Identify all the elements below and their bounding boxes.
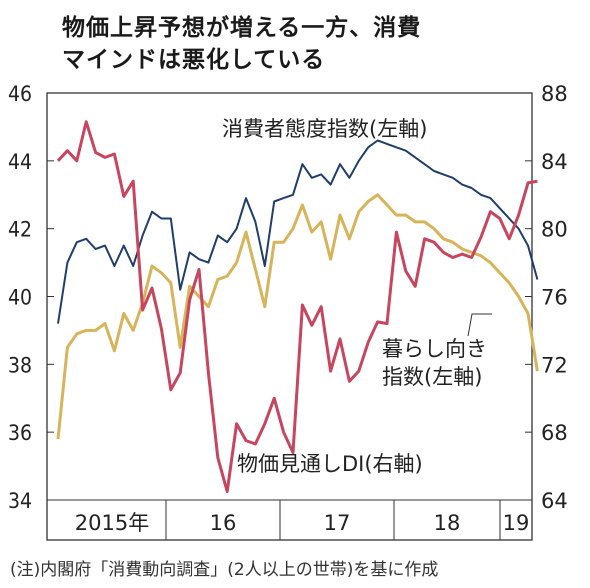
series-label-livelihood: 暮らし向き bbox=[382, 337, 487, 361]
series-label-price-di: 物価見通しDI(右軸) bbox=[237, 452, 423, 476]
x-axis-label: 16 bbox=[210, 511, 237, 535]
right-axis-tick-label: 88 bbox=[541, 82, 568, 106]
right-axis-tick-label: 68 bbox=[541, 421, 568, 445]
left-axis-tick-label: 38 bbox=[8, 353, 32, 377]
right-axis-tick-label: 76 bbox=[541, 286, 568, 310]
right-axis-tick-label: 80 bbox=[541, 218, 568, 242]
left-axis-tick-label: 36 bbox=[8, 421, 32, 445]
series-label-consumer-confidence: 消費者態度指数(左軸) bbox=[222, 117, 427, 141]
x-axis-label: 17 bbox=[324, 511, 351, 535]
right-axis-tick-label: 64 bbox=[541, 489, 568, 513]
right-axis-tick-label: 84 bbox=[541, 150, 568, 174]
series-label-livelihood: 指数(左軸) bbox=[382, 365, 482, 389]
left-axis-tick-label: 40 bbox=[8, 286, 32, 310]
line-chart: 34 36 38 40 42 44 46 64 68 72 76 80 84 88 2015年 16 17 18 1… bbox=[8, 82, 568, 541]
series-livelihood-line bbox=[56, 193, 539, 440]
chart-title-line1: 物価上昇予想が増える一方、消費 bbox=[62, 15, 422, 41]
left-axis-tick-label: 42 bbox=[8, 218, 32, 242]
chart-title-line2: マインドは悪化している bbox=[62, 47, 326, 73]
livelihood-label-leader bbox=[467, 313, 492, 337]
series-price-di-line bbox=[56, 120, 538, 493]
source-note: (注)内閣府「消費動向調査」(2人以上の世帯)を基に作成 bbox=[10, 560, 439, 580]
x-axis-label: 18 bbox=[434, 511, 461, 535]
plot-frame bbox=[46, 92, 533, 541]
left-axis-tick-label: 44 bbox=[8, 150, 32, 174]
x-axis-label: 2015年 bbox=[75, 511, 149, 535]
right-axis-tick-label: 72 bbox=[541, 353, 568, 377]
series-consumer-confidence-line bbox=[57, 139, 539, 324]
left-axis-tick-label: 46 bbox=[8, 82, 32, 106]
x-axis-label: 19 bbox=[503, 511, 530, 535]
left-axis-tick-label: 34 bbox=[8, 489, 32, 513]
